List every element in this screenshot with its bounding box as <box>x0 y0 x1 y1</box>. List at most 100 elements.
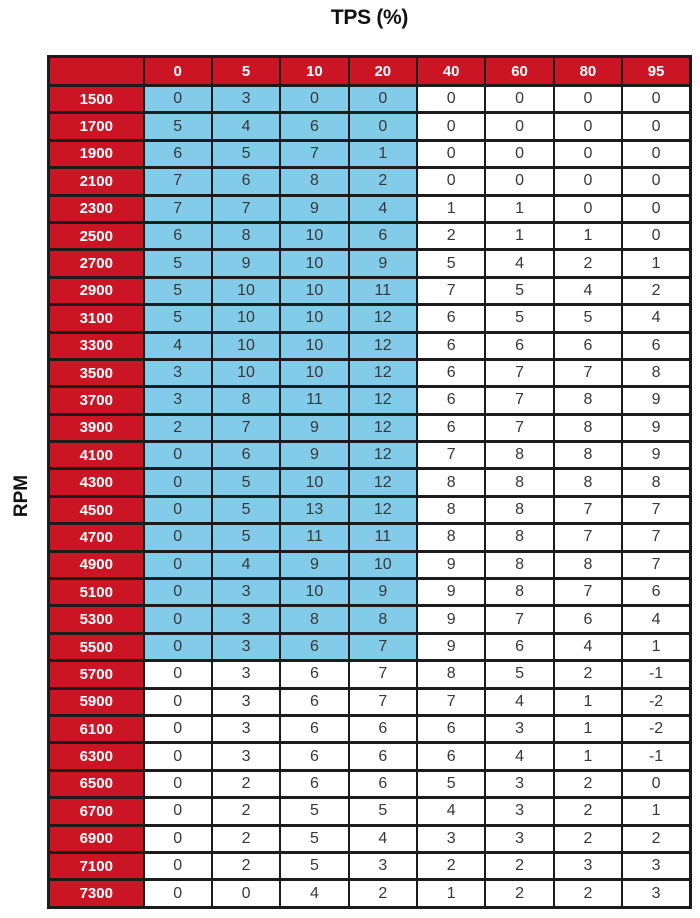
map-cell-6900-40: 3 <box>415 823 487 854</box>
map-cell-4700-20: 11 <box>347 522 419 553</box>
rpm-row-header-3700: 3700 <box>47 385 145 416</box>
map-cell-5500-5: 3 <box>210 631 282 663</box>
map-cell-7100-95: 3 <box>621 850 692 882</box>
map-cell-7100-60: 2 <box>484 850 555 882</box>
map-cell-6300-80: 1 <box>552 741 624 772</box>
rpm-row-header-1500: 1500 <box>47 83 145 115</box>
map-cell-3300-40: 6 <box>415 330 487 361</box>
map-cell-2700-40: 5 <box>415 248 487 279</box>
map-cell-2300-40: 1 <box>415 193 487 224</box>
map-cell-4300-95: 8 <box>621 467 692 498</box>
map-row-6300: 6300 0 3 6 6 6 4 1 -1 <box>47 741 692 772</box>
map-cell-5700-20: 7 <box>347 659 419 690</box>
map-cell-6700-40: 4 <box>415 796 487 827</box>
map-row-3900: 3900 2 7 9 12 6 7 8 9 <box>47 412 692 444</box>
rpm-row-header-4500: 4500 <box>47 494 145 526</box>
map-cell-7100-40: 2 <box>415 850 487 882</box>
map-cell-5500-80: 4 <box>552 631 624 663</box>
map-row-4900: 4900 0 4 9 10 9 8 8 7 <box>47 549 692 581</box>
map-cell-2300-60: 1 <box>484 193 555 224</box>
map-cell-2300-0: 7 <box>142 193 213 224</box>
map-row-5900: 5900 0 3 6 7 7 4 1 -2 <box>47 686 692 718</box>
corner-cell <box>47 55 145 87</box>
map-cell-5100-0: 0 <box>142 577 213 608</box>
map-row-6500: 6500 0 2 6 6 5 3 2 0 <box>47 768 692 800</box>
rpm-row-header-5100: 5100 <box>47 577 145 608</box>
map-row-4300: 4300 0 5 10 12 8 8 8 8 <box>47 467 692 498</box>
rpm-row-header-2900: 2900 <box>47 275 145 307</box>
map-cell-6100-60: 3 <box>484 713 555 745</box>
map-cell-5900-60: 4 <box>484 686 555 718</box>
map-cell-6700-5: 2 <box>210 796 282 827</box>
map-row-2300: 2300 7 7 9 4 1 1 0 0 <box>47 193 692 224</box>
map-cell-3100-0: 5 <box>142 303 213 334</box>
map-cell-6100-5: 3 <box>210 713 282 745</box>
rpm-row-header-5500: 5500 <box>47 631 145 663</box>
map-cell-2300-80: 0 <box>552 193 624 224</box>
map-cell-3700-5: 8 <box>210 385 282 416</box>
map-cell-6500-10: 6 <box>279 768 350 800</box>
map-cell-2900-60: 5 <box>484 275 555 307</box>
map-cell-3500-60: 7 <box>484 357 555 389</box>
map-cell-4500-20: 12 <box>347 494 419 526</box>
map-cell-2500-80: 1 <box>552 220 624 252</box>
map-cell-6700-60: 3 <box>484 796 555 827</box>
map-row-2700: 2700 5 9 10 9 5 4 2 1 <box>47 248 692 279</box>
map-cell-3300-5: 10 <box>210 330 282 361</box>
rpm-row-header-5300: 5300 <box>47 604 145 635</box>
rpm-row-header-3900: 3900 <box>47 412 145 444</box>
map-cell-6700-10: 5 <box>279 796 350 827</box>
table-body: 1500 0 3 0 0 0 0 0 0 1700 5 4 6 0 0 0 0 0 1900 6 5 7 1 0 0 0 0 2100… <box>47 83 692 909</box>
map-row-6900: 6900 0 2 5 4 3 3 2 2 <box>47 823 692 854</box>
map-cell-5900-80: 1 <box>552 686 624 718</box>
map-cell-4300-60: 8 <box>484 467 555 498</box>
map-row-1500: 1500 0 3 0 0 0 0 0 0 <box>47 83 692 115</box>
map-cell-6500-5: 2 <box>210 768 282 800</box>
map-cell-2100-5: 6 <box>210 166 282 197</box>
map-cell-1900-80: 0 <box>552 138 624 170</box>
map-cell-2500-0: 6 <box>142 220 213 252</box>
map-cell-2900-95: 2 <box>621 275 692 307</box>
map-cell-3100-60: 5 <box>484 303 555 334</box>
map-cell-2100-20: 2 <box>347 166 419 197</box>
map-cell-3700-95: 9 <box>621 385 692 416</box>
map-cell-3700-20: 12 <box>347 385 419 416</box>
y-axis-label: RPM <box>11 474 32 518</box>
map-cell-6500-95: 0 <box>621 768 692 800</box>
rpm-row-header-6300: 6300 <box>47 741 145 772</box>
map-cell-5100-40: 9 <box>415 577 487 608</box>
map-cell-5900-40: 7 <box>415 686 487 718</box>
map-cell-6900-5: 2 <box>210 823 282 854</box>
rpm-row-header-7300: 7300 <box>47 878 145 909</box>
map-cell-2100-0: 7 <box>142 166 213 197</box>
table-header: 0 5 10 20 40 60 80 95 <box>47 55 692 87</box>
map-cell-4300-5: 5 <box>210 467 282 498</box>
map-cell-1700-60: 0 <box>484 111 555 142</box>
rpm-row-header-1900: 1900 <box>47 138 145 170</box>
rpm-row-header-2300: 2300 <box>47 193 145 224</box>
map-cell-4300-40: 8 <box>415 467 487 498</box>
map-row-2100: 2100 7 6 8 2 0 0 0 0 <box>47 166 692 197</box>
map-cell-3500-5: 10 <box>210 357 282 389</box>
map-cell-7100-20: 3 <box>347 850 419 882</box>
map-cell-6900-20: 4 <box>347 823 419 854</box>
map-cell-5700-80: 2 <box>552 659 624 690</box>
map-cell-1500-80: 0 <box>552 83 624 115</box>
map-cell-6100-95: -2 <box>621 713 692 745</box>
map-cell-5100-5: 3 <box>210 577 282 608</box>
map-cell-4700-60: 8 <box>484 522 555 553</box>
map-cell-6300-10: 6 <box>279 741 350 772</box>
map-cell-5500-95: 1 <box>621 631 692 663</box>
map-cell-4700-95: 7 <box>621 522 692 553</box>
map-cell-5700-60: 5 <box>484 659 555 690</box>
map-cell-3100-20: 12 <box>347 303 419 334</box>
map-cell-3900-60: 7 <box>484 412 555 444</box>
map-cell-6100-40: 6 <box>415 713 487 745</box>
map-cell-2900-5: 10 <box>210 275 282 307</box>
map-cell-4900-40: 9 <box>415 549 487 581</box>
map-cell-3900-95: 9 <box>621 412 692 444</box>
map-cell-2300-20: 4 <box>347 193 419 224</box>
map-cell-4300-80: 8 <box>552 467 624 498</box>
map-cell-3300-80: 6 <box>552 330 624 361</box>
map-cell-6100-10: 6 <box>279 713 350 745</box>
